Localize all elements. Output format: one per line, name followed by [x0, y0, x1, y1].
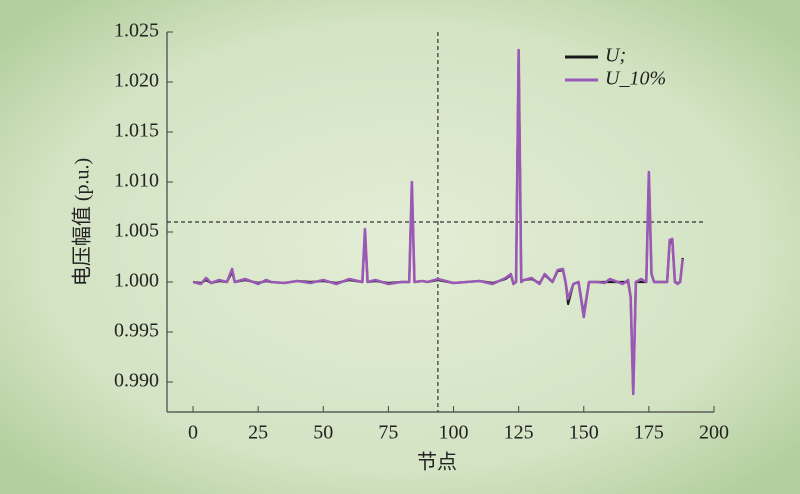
y-tick-label: 1.010: [114, 170, 159, 192]
y-tick-label: 0.990: [114, 370, 159, 392]
legend-label: U_10%: [605, 68, 666, 90]
x-axis-label: 节点: [417, 451, 457, 474]
x-tick-label: 200: [699, 422, 729, 444]
legend-label: U;: [605, 45, 626, 67]
x-tick-label: 175: [634, 422, 664, 444]
x-tick-label: 25: [248, 422, 268, 444]
series-line: [192, 48, 685, 396]
x-tick-label: 75: [378, 422, 398, 444]
y-tick-label: 0.995: [114, 320, 159, 342]
y-tick-label: 1.015: [114, 120, 159, 142]
y-tick-label: 1.025: [114, 20, 159, 42]
x-tick-label: 125: [504, 422, 534, 444]
y-tick-label: 1.020: [114, 70, 159, 92]
x-tick-label: 150: [569, 422, 599, 444]
y-axis-label: 电压幅值 (p.u.): [71, 158, 94, 286]
x-tick-label: 100: [439, 422, 469, 444]
y-tick-label: 1.000: [114, 270, 159, 292]
y-tick-label: 1.005: [114, 220, 159, 242]
x-tick-label: 0: [188, 422, 198, 444]
x-tick-label: 50: [313, 422, 333, 444]
